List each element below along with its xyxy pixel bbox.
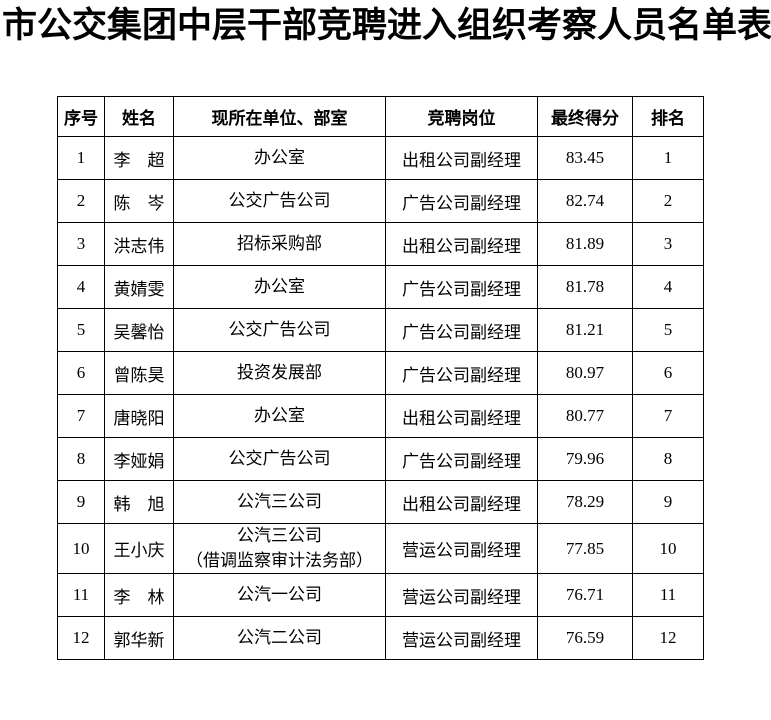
cell-no: 1 (57, 136, 105, 180)
cell-position: 出租公司副经理 (385, 222, 538, 266)
cell-unit: 办公室 (173, 265, 386, 309)
col-header-position: 竞聘岗位 (385, 96, 538, 137)
cell-score: 76.59 (537, 616, 633, 661)
cell-name: 曾陈昊 (104, 351, 174, 395)
table-row: 11 李 林公汽一公司 营运公司副经理 76.71 11 (57, 573, 704, 618)
table-row: 3 洪志伟 招标采购部 出租公司副经理 81.89 3 (57, 222, 704, 266)
cell-rank: 12 (632, 616, 704, 661)
cell-no: 6 (57, 351, 105, 395)
cell-position: 出租公司副经理 (385, 480, 538, 524)
cell-name: 洪志伟 (104, 222, 174, 266)
cell-rank: 1 (632, 136, 704, 180)
document-page: 市公交集团中层干部竞聘进入组织考察人员名单表 序号 姓名 现所在单位、部室 竞聘… (0, 6, 771, 661)
cell-name: 唐晓阳 (104, 394, 174, 438)
cell-rank: 4 (632, 265, 704, 309)
cell-name: 王小庆 (104, 522, 174, 575)
cell-rank: 11 (632, 573, 704, 618)
cell-rank: 9 (632, 480, 704, 524)
cell-rank: 8 (632, 437, 704, 481)
cell-position: 广告公司副经理 (385, 437, 538, 481)
cell-rank: 2 (632, 179, 704, 223)
page-title: 市公交集团中层干部竞聘进入组织考察人员名单表 (2, 6, 771, 45)
table-row: 5 吴馨怡 公交广告公司 广告公司副经理 81.21 5 (57, 308, 704, 352)
cell-no: 7 (57, 394, 105, 438)
cell-unit: 公交广告公司 (173, 179, 386, 223)
cell-unit: 公汽二公司 (173, 616, 386, 661)
cell-score: 81.89 (537, 222, 633, 266)
cell-score: 82.74 (537, 179, 633, 223)
cell-unit: 公汽一公司 (173, 573, 386, 618)
cell-no: 3 (57, 222, 105, 266)
col-header-name: 姓名 (104, 96, 174, 137)
cell-rank: 5 (632, 308, 704, 352)
cell-position: 营运公司副经理 (385, 573, 538, 618)
col-header-rank: 排名 (632, 96, 704, 137)
table-row: 10 王小庆 公汽三公司 （借调监察审计法务部） 营运公司副经理 77.85 10 (57, 522, 704, 575)
table-row: 8 李娅娟 公交广告公司 广告公司副经理 79.96 8 (57, 437, 704, 481)
cell-no: 4 (57, 265, 105, 309)
cell-position: 营运公司副经理 (385, 616, 538, 661)
cell-score: 76.71 (537, 573, 633, 618)
cell-no: 12 (57, 616, 105, 661)
cell-score: 79.96 (537, 437, 633, 481)
col-header-score: 最终得分 (537, 96, 633, 137)
cell-rank: 3 (632, 222, 704, 266)
cell-name: 韩 旭 (104, 480, 174, 524)
col-header-no: 序号 (57, 96, 105, 137)
cell-unit: 公交广告公司 (173, 437, 386, 481)
cell-unit: 公交广告公司 (173, 308, 386, 352)
table-header-row: 序号 姓名 现所在单位、部室 竞聘岗位 最终得分 排名 (57, 96, 704, 137)
cell-unit: 办公室 (173, 136, 386, 180)
cell-name: 吴馨怡 (104, 308, 174, 352)
cell-no: 11 (57, 573, 105, 618)
col-header-unit: 现所在单位、部室 (173, 96, 386, 137)
cell-score: 77.85 (537, 522, 633, 575)
cell-name: 黄婧雯 (104, 265, 174, 309)
cell-rank: 6 (632, 351, 704, 395)
cell-score: 81.78 (537, 265, 633, 309)
table-row: 4 黄婧雯 办公室 广告公司副经理 81.78 4 (57, 265, 704, 309)
cell-rank: 10 (632, 522, 704, 575)
cell-no: 10 (57, 522, 105, 575)
cell-unit: 办公室 (173, 394, 386, 438)
cell-score: 81.21 (537, 308, 633, 352)
cell-unit: 公汽三公司 （借调监察审计法务部） (173, 522, 386, 575)
cell-no: 9 (57, 480, 105, 524)
cell-position: 出租公司副经理 (385, 136, 538, 180)
cell-score: 78.29 (537, 480, 633, 524)
cell-position: 广告公司副经理 (385, 308, 538, 352)
cell-score: 83.45 (537, 136, 633, 180)
cell-no: 2 (57, 179, 105, 223)
cell-no: 8 (57, 437, 105, 481)
cell-name: 陈 岑 (104, 179, 174, 223)
cell-name: 李 超 (104, 136, 174, 180)
cell-name: 李 林 (104, 573, 174, 618)
table-row: 6 曾陈昊 投资发展部 广告公司副经理 80.97 6 (57, 351, 704, 395)
cell-unit: 投资发展部 (173, 351, 386, 395)
cell-no: 5 (57, 308, 105, 352)
cell-position: 出租公司副经理 (385, 394, 538, 438)
cell-position: 广告公司副经理 (385, 179, 538, 223)
cell-score: 80.77 (537, 394, 633, 438)
cell-name: 李娅娟 (104, 437, 174, 481)
cell-position: 营运公司副经理 (385, 522, 538, 575)
cell-unit: 招标采购部 (173, 222, 386, 266)
table-row: 7 唐晓阳 办公室 出租公司副经理 80.77 7 (57, 394, 704, 438)
cell-rank: 7 (632, 394, 704, 438)
cell-score: 80.97 (537, 351, 633, 395)
cell-name: 郭华新 (104, 616, 174, 661)
cell-position: 广告公司副经理 (385, 265, 538, 309)
cell-position: 广告公司副经理 (385, 351, 538, 395)
cell-unit: 公汽三公司 (173, 480, 386, 524)
table-row: 12 郭华新 公汽二公司 营运公司副经理 76.59 12 (57, 616, 704, 661)
